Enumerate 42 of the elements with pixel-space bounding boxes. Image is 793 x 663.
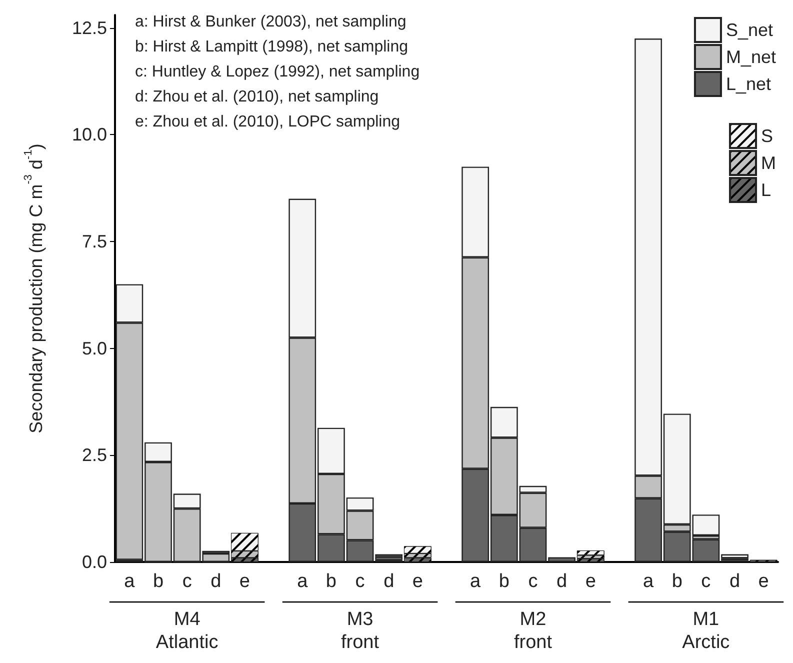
y-tick-label: 0.0 — [82, 552, 107, 572]
x-tick-label: a — [124, 571, 136, 592]
x-tick-label: d — [729, 571, 740, 592]
legend-label: S — [761, 126, 774, 146]
x-tick-label: b — [152, 571, 164, 592]
x-tick-label: d — [210, 571, 222, 592]
y-tick-label: 2.5 — [82, 445, 107, 466]
legend-label: M — [761, 153, 776, 173]
x-tick-label: b — [498, 571, 510, 592]
x-tick-label: e — [758, 571, 769, 592]
legend-label: M_net — [726, 47, 776, 67]
text: M2 front — [514, 609, 553, 653]
x-tick-label: c — [182, 571, 192, 592]
legend-label: S_net — [726, 20, 774, 40]
x-tick-label: a — [297, 571, 308, 592]
x-tick-label: c — [701, 571, 711, 592]
x-tick-label: c — [528, 571, 538, 592]
annotation: b: Hirst & Lampitt (1998), net sampling — [135, 38, 408, 56]
x-tick-label: a — [470, 571, 482, 592]
y-tick-label: 5.0 — [82, 338, 107, 358]
annotation: c: Huntley & Lopez (1992), net sampling — [135, 64, 420, 80]
annotation: d: Zhou et al. (2010), net sampling — [135, 88, 379, 106]
y-tick-label: 10.0 — [72, 124, 107, 145]
x-tick-label: c — [355, 571, 365, 592]
text: M3 front — [341, 609, 380, 653]
text: M1 Arctic — [682, 609, 730, 653]
x-tick-label: b — [326, 571, 336, 592]
x-tick-label: a — [642, 571, 654, 592]
y-axis-title: Secondary production (mg C m-3 d-1) — [22, 144, 46, 434]
x-tick-label: e — [585, 571, 596, 592]
y-tick-label: 7.5 — [82, 231, 107, 252]
x-tick-label: b — [672, 571, 682, 592]
x-tick-label: d — [384, 571, 394, 592]
x-tick-label: d — [556, 571, 568, 592]
text: M4 Atlantic — [156, 609, 218, 653]
annotation: a: Hirst & Bunker (2003), net sampling — [135, 14, 406, 30]
legend-label: L_net — [726, 74, 772, 94]
legend-label: L — [761, 180, 772, 200]
x-tick-label: e — [239, 571, 250, 592]
y-tick-label: 12.5 — [72, 18, 107, 38]
annotation: e: Zhou et al. (2010), LOPC sampling — [135, 114, 400, 130]
x-tick-label: e — [412, 571, 423, 592]
